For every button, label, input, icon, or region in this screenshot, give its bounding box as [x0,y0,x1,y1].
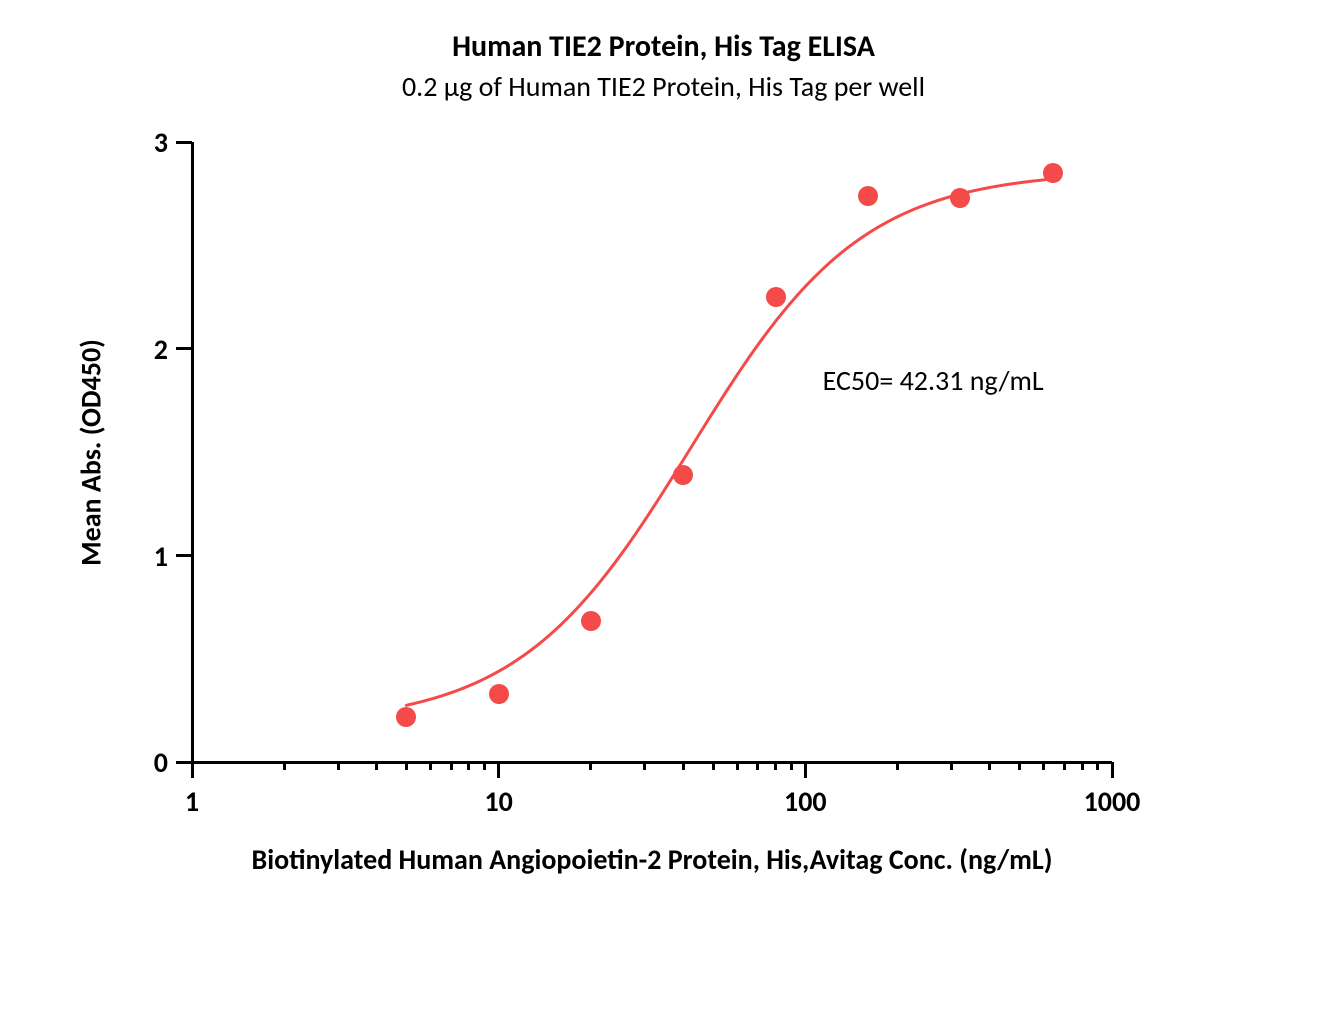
data-marker [950,188,970,208]
fit-curve [0,0,1327,1017]
data-marker [489,684,509,704]
data-marker [396,707,416,727]
data-marker [581,611,601,631]
data-marker [858,186,878,206]
data-marker [766,287,786,307]
data-marker [673,465,693,485]
chart-container: Human TIE2 Protein, His Tag ELISA 0.2 μg… [0,0,1327,1017]
data-marker [1043,163,1063,183]
